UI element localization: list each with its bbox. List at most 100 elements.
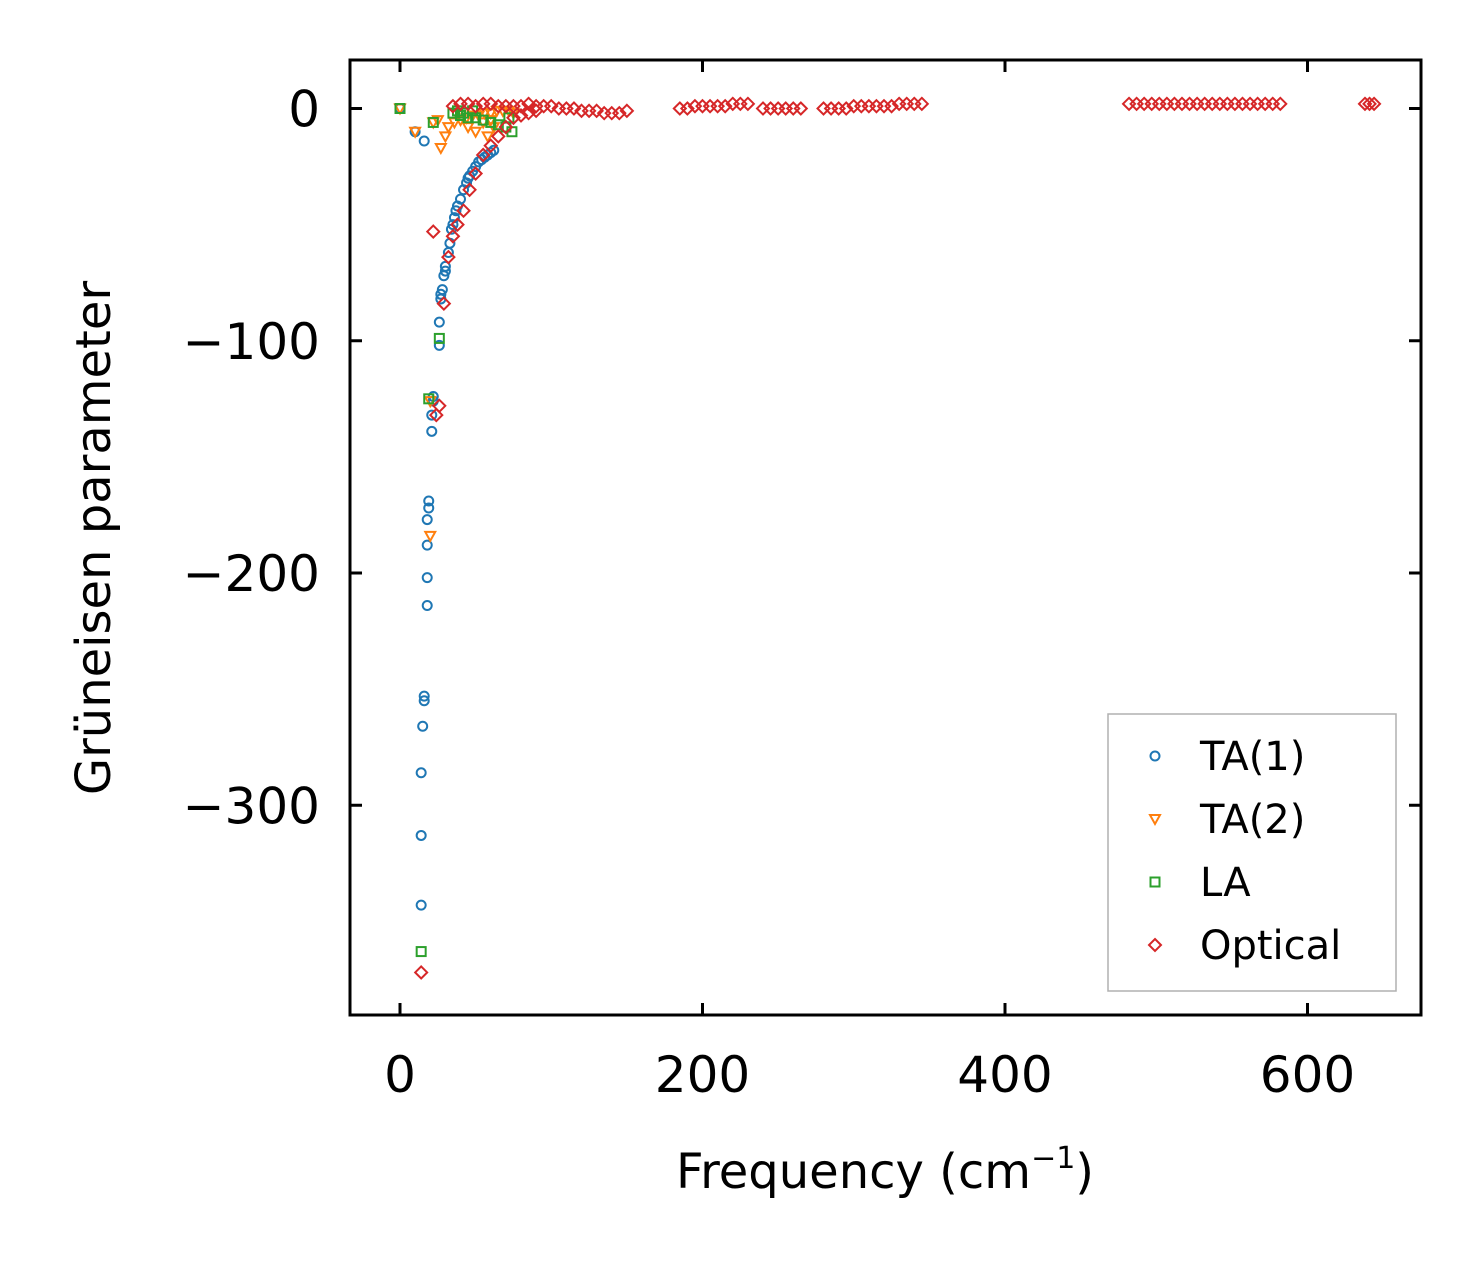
point-ta-1 — [421, 600, 433, 612]
point-ta-1 — [421, 539, 433, 551]
point-ta-2 — [431, 115, 445, 128]
point-optical — [521, 105, 536, 121]
legend-label-la: LA — [1200, 860, 1251, 906]
point-ta-2 — [423, 530, 437, 543]
legend: TA(1) TA(2) LA Optical — [1107, 713, 1397, 992]
axis-ticks: 0 200 400 600 0 −100 −200 −300 — [183, 60, 1421, 1104]
y-tick-label: −200 — [183, 545, 320, 603]
y-tick-label: 0 — [288, 81, 320, 139]
point-ta-2 — [468, 126, 483, 139]
point-ta-1 — [426, 409, 438, 421]
point-optical — [456, 203, 471, 219]
point-la — [503, 112, 515, 124]
y-tick-label: −100 — [183, 313, 320, 371]
point-ta-2 — [481, 131, 495, 144]
point-optical — [1272, 96, 1288, 112]
point-optical — [543, 98, 559, 114]
point-ta-1 — [423, 502, 435, 514]
series-la — [394, 103, 518, 958]
point-ta-2 — [434, 142, 448, 156]
point-optical — [589, 103, 605, 119]
x-axis-label-close: ) — [1075, 1144, 1094, 1200]
point-optical — [462, 182, 477, 198]
point-ta-1 — [418, 135, 430, 147]
point-optical — [793, 101, 809, 116]
point-ta-1 — [418, 690, 430, 702]
point-optical — [468, 98, 484, 114]
legend-entry-ta-2: TA(2) — [1148, 797, 1305, 843]
point-ta-1 — [439, 265, 451, 277]
point-la — [477, 114, 489, 126]
point-ta-2 — [441, 122, 456, 135]
point-optical — [475, 147, 491, 163]
point-optical — [838, 101, 854, 116]
point-optical — [513, 108, 529, 123]
y-tick-label: −300 — [183, 777, 320, 835]
point-la — [485, 116, 497, 128]
point-ta-1 — [415, 829, 427, 841]
x-tick-label: 200 — [655, 1046, 750, 1104]
point-optical — [440, 249, 456, 265]
point-optical — [431, 398, 447, 414]
point-la — [433, 332, 445, 344]
point-ta-1 — [433, 316, 445, 328]
point-ta-1 — [433, 339, 445, 351]
point-ta-1 — [450, 205, 462, 217]
point-optical — [445, 98, 461, 114]
point-optical — [445, 228, 461, 244]
x-tick-label: 0 — [384, 1046, 416, 1104]
point-optical — [428, 407, 444, 423]
point-ta-1 — [439, 260, 451, 272]
point-optical — [506, 110, 521, 126]
point-optical — [619, 103, 635, 119]
point-optical — [513, 98, 529, 114]
legend-marker-optical — [1147, 937, 1163, 953]
point-optical — [1366, 96, 1382, 112]
legend-marker-ta-1 — [1149, 750, 1161, 762]
series-optical — [413, 96, 1382, 980]
data-markers — [393, 96, 1382, 980]
point-ta-1 — [417, 720, 429, 732]
legend-marker-ta-2 — [1148, 814, 1162, 827]
point-optical — [914, 96, 930, 112]
point-optical — [483, 138, 499, 154]
plot-frame — [348, 58, 1423, 1017]
point-optical — [460, 96, 476, 112]
legend-entry-optical: Optical — [1147, 923, 1341, 969]
point-la — [394, 103, 406, 114]
legend-entry-la: LA — [1149, 860, 1251, 906]
point-ta-1 — [436, 284, 448, 296]
point-optical — [468, 166, 484, 181]
point-la — [423, 393, 435, 405]
legend-label-ta-2: TA(2) — [1199, 797, 1305, 843]
point-optical — [679, 101, 695, 116]
point-optical — [436, 296, 452, 312]
point-optical — [483, 96, 499, 112]
point-ta-1 — [435, 288, 447, 300]
legend-label-optical: Optical — [1200, 923, 1341, 969]
point-ta-1 — [418, 695, 430, 707]
point-ta-1 — [415, 899, 427, 911]
point-optical — [490, 128, 506, 144]
point-optical — [1362, 96, 1377, 112]
point-optical — [717, 98, 733, 114]
point-optical — [413, 965, 429, 980]
point-optical — [521, 96, 536, 112]
point-ta-1 — [423, 495, 435, 507]
point-optical — [611, 105, 627, 121]
legend-marker-la — [1149, 876, 1161, 888]
point-optical — [566, 101, 582, 116]
legend-entry-ta-1: TA(1) — [1149, 734, 1305, 780]
point-ta-1 — [415, 767, 427, 779]
point-ta-1 — [421, 572, 433, 584]
point-ta-2 — [408, 126, 422, 139]
point-ta-1 — [455, 193, 466, 205]
point-optical — [884, 98, 899, 114]
point-la — [415, 946, 427, 958]
point-optical — [498, 119, 514, 135]
x-axis-label-exponent: −1 — [1031, 1141, 1075, 1176]
point-optical — [450, 217, 465, 233]
point-ta-2 — [438, 131, 453, 144]
